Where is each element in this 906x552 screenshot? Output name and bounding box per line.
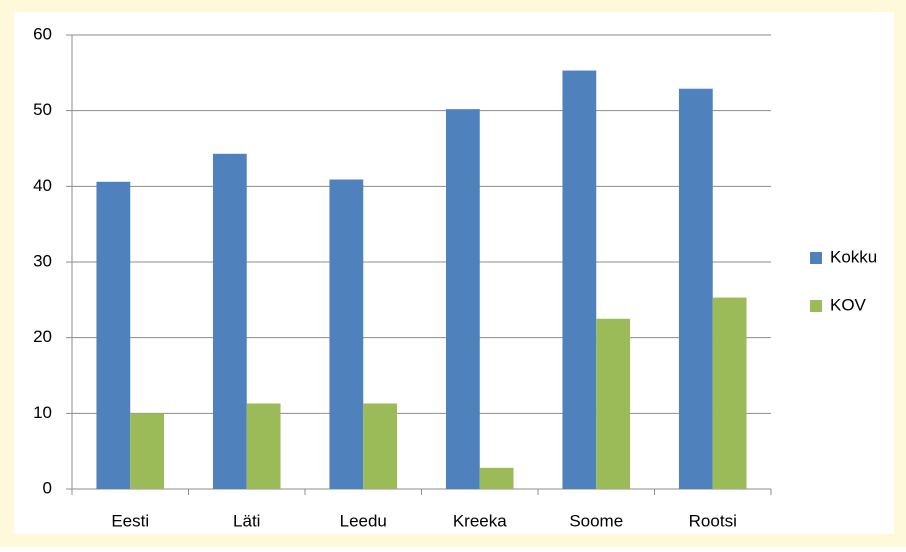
legend-swatch: [810, 252, 822, 264]
y-tick-label: 20: [33, 327, 52, 346]
bar: [212, 153, 247, 489]
y-tick-label: 60: [33, 24, 52, 43]
y-tick-label: 0: [43, 478, 52, 497]
x-tick-label: Eesti: [111, 511, 149, 530]
x-tick-label: Läti: [233, 511, 260, 530]
legend-label: KOV: [830, 295, 867, 314]
y-tick-label: 10: [33, 403, 52, 422]
x-tick-label: Kreeka: [453, 511, 507, 530]
bar: [130, 413, 165, 489]
x-tick-label: Leedu: [340, 511, 387, 530]
legend-swatch: [810, 300, 822, 312]
bar: [96, 181, 131, 489]
bar: [712, 297, 747, 489]
bar: [363, 403, 398, 489]
bar: [678, 88, 713, 490]
bar: [596, 318, 631, 489]
y-tick-label: 40: [33, 176, 52, 195]
x-tick-label: Soome: [569, 511, 623, 530]
legend-label: Kokku: [830, 247, 877, 266]
bar: [479, 467, 514, 489]
bar: [562, 70, 597, 490]
bar: [445, 109, 480, 490]
bar: [329, 179, 364, 490]
y-tick-label: 50: [33, 100, 52, 119]
bar: [246, 403, 281, 489]
y-tick-label: 30: [33, 251, 52, 270]
x-tick-label: Rootsi: [689, 511, 737, 530]
